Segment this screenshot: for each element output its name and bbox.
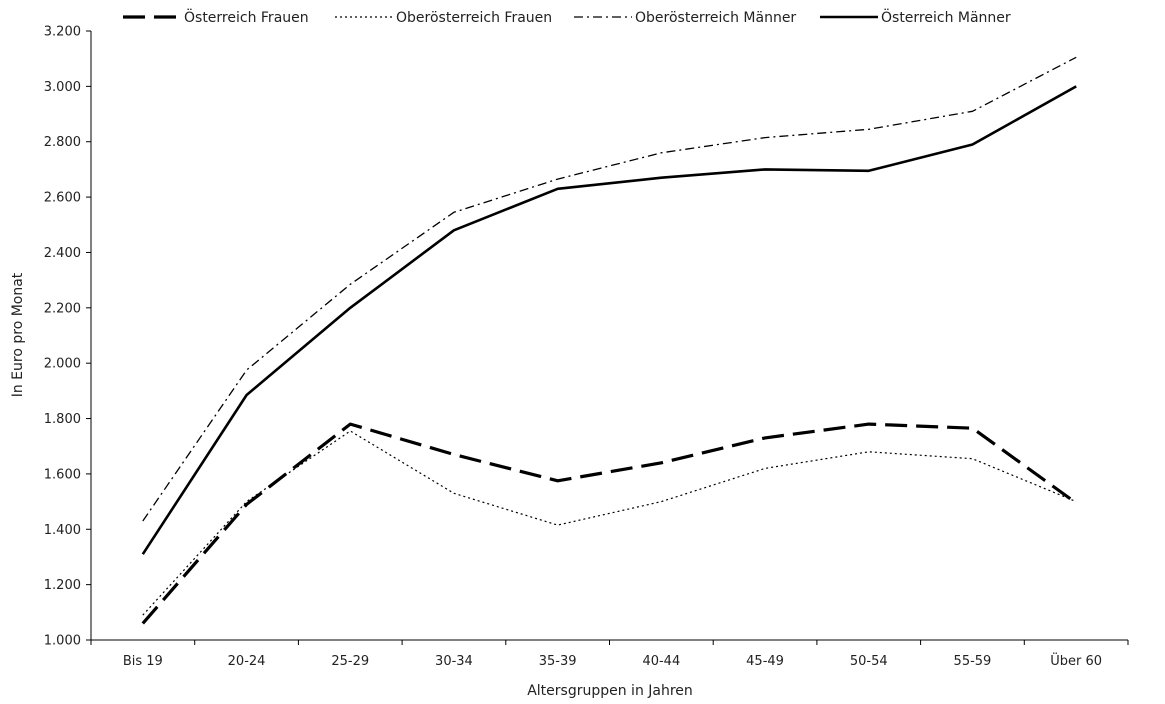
x-axis-title: Altersgruppen in Jahren [527, 683, 693, 699]
x-tick-label: 55-59 [954, 654, 992, 669]
legend-label: Oberösterreich Frauen [396, 10, 552, 26]
y-tick-label: 1.200 [44, 578, 81, 593]
y-tick-label: 2.200 [44, 301, 81, 316]
x-tick-label: 40-44 [642, 654, 680, 669]
x-tick-label: 45-49 [746, 654, 784, 669]
y-tick-label: 1.600 [44, 467, 81, 482]
legend-label: Österreich Frauen [184, 8, 309, 26]
x-tick-label: Über 60 [1050, 652, 1102, 669]
y-tick-label: 2.000 [44, 357, 81, 372]
x-tick-label: 35-39 [539, 654, 577, 669]
series-line-2 [142, 430, 1077, 616]
y-tick-label: 3.000 [44, 80, 81, 95]
x-tick-label: 30-34 [435, 654, 473, 669]
series-line-1 [141, 422, 1078, 625]
x-tick-label: 50-54 [850, 654, 888, 669]
y-tick-label: 1.000 [44, 634, 81, 649]
chart-legend: Österreich Frauen Oberösterreich Frauen Ob… [123, 8, 1011, 26]
x-axis: Bis 19 20-24 25-29 30-34 35-39 40-44 45-49 50-5… [90, 639, 1129, 669]
y-tick-label: 1.800 [44, 412, 81, 427]
legend-label: Oberösterreich Männer [635, 10, 796, 26]
x-tick-label: 25-29 [331, 654, 369, 669]
y-axis: 1.000 1.200 1.400 1.600 1.800 2.000 2.200 2.400… [44, 25, 92, 649]
y-tick-label: 2.800 [44, 135, 81, 150]
legend-label: Österreich Männer [881, 8, 1011, 26]
series-line-4 [141, 85, 1077, 555]
y-tick-label: 1.400 [44, 523, 81, 538]
y-tick-label: 3.200 [44, 25, 81, 40]
x-tick-label: 20-24 [228, 654, 266, 669]
y-tick-label: 2.600 [44, 191, 81, 206]
x-tick-label: Bis 19 [123, 654, 163, 669]
y-axis-title: In Euro pro Monat [10, 272, 26, 397]
series-layer [141, 56, 1078, 625]
y-tick-label: 2.400 [44, 246, 81, 261]
series-line-3 [142, 56, 1077, 522]
